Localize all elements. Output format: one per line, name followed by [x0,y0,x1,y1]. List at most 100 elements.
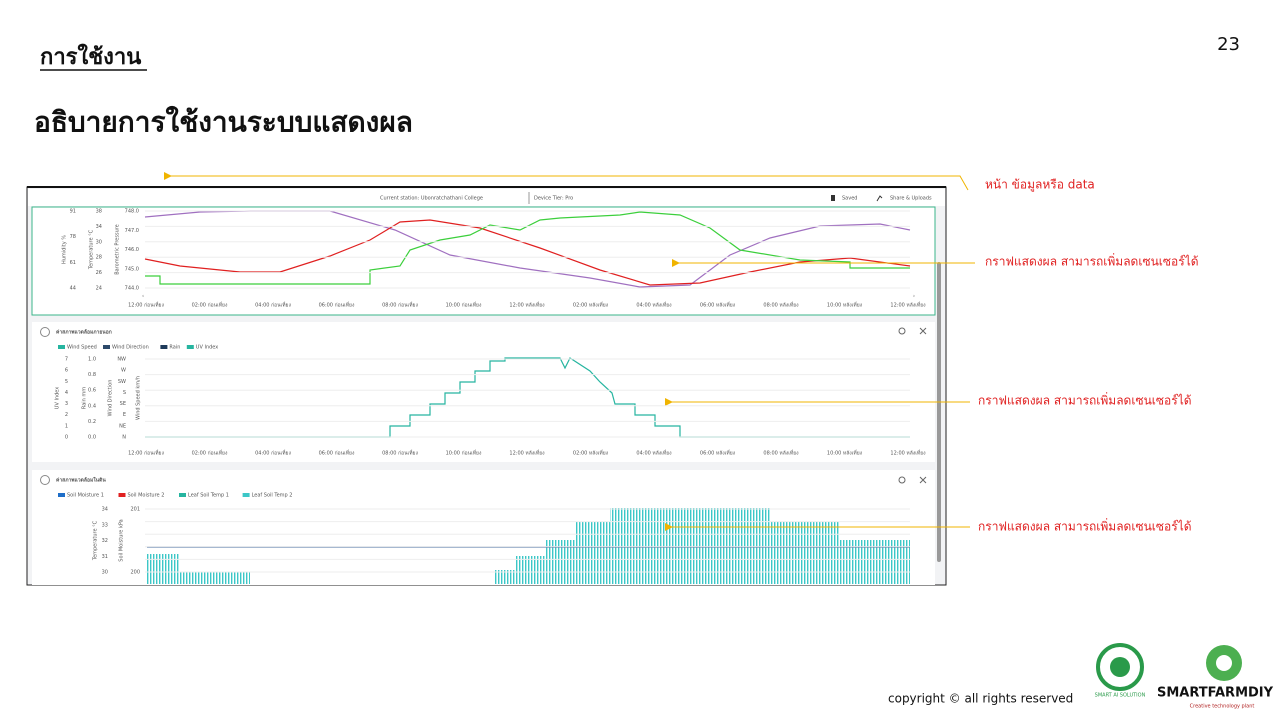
legend-label: Leaf Soil Temp 2 [252,493,293,499]
x-tick-label: 04:00 หลังเที่ยง [636,450,672,457]
y-tick-label: 3 [65,401,68,407]
x-tick-label: 10:00 ก่อนเที่ยง [446,450,482,457]
legend-swatch [179,493,186,497]
axis-title: Temperature °C [93,520,99,561]
y-tick-label: 5 [65,379,68,385]
y-tick-label: N [122,435,126,441]
y-tick-label: 2 [65,412,68,418]
annotation: กราฟแสดงผล สามารถเพิ่มลดเซนเซอร์ได้ [985,253,1199,269]
y-tick-label: W [121,368,126,374]
y-tick-label: 34 [102,507,108,513]
x-tick-label: 10:00 หลังเที่ยง [827,302,863,309]
x-tick-label: 06:00 ก่อนเที่ยง [319,450,355,457]
x-tick-label: 12:00 หลังเที่ยง [509,302,545,309]
x-tick-label: 06:00 หลังเที่ยง [700,450,736,457]
legend-label: Rain [169,345,180,351]
y-tick-label: 4 [65,390,68,396]
y-tick-label: 61 [70,260,76,266]
scroll-left[interactable]: ‹ [142,294,144,300]
axis-title: Temperature °C [89,229,95,270]
y-tick-label: 1.0 [88,357,96,363]
y-tick-label: 745.0 [125,266,139,272]
y-tick-label: 747.0 [125,228,139,234]
legend-swatch [160,345,168,349]
x-tick-label: 12:00 ก่อนเที่ยง [128,450,164,457]
section-title: การใช้งาน [40,43,141,70]
legend-swatch [58,345,65,349]
legend-label: Soil Moisture 1 [67,493,104,499]
legend-label: Wind Direction [112,345,149,351]
y-tick-label: SE [120,401,126,407]
page-number: 23 [1217,34,1240,55]
annotation: กราฟแสดงผล สามารถเพิ่มลดเซนเซอร์ได้ [978,518,1192,534]
y-tick-label: 744.0 [125,286,139,292]
axis-title: Wind Direction [108,380,114,417]
x-tick-label: 08:00 หลังเที่ยง [763,450,799,457]
device-tier: Device Tier: Pro [534,196,573,202]
y-tick-label: E [123,412,126,418]
logo-ai-text: SMART AI SOLUTION [1095,693,1146,699]
axis-title: Rain mm [82,387,88,409]
y-tick-label: 44 [70,286,76,292]
axis-title: Humidity % [62,235,68,264]
axis-title: Soil Moisture kPa [119,519,125,561]
x-tick-label: 08:00 ก่อนเที่ยง [382,302,418,309]
y-tick-label: 6 [65,368,68,374]
y-tick-label: 38 [96,209,102,215]
annotation: หน้า ข้อมูลหรือ data [985,178,1095,193]
x-tick-label: 12:00 หลังเที่ยง [890,302,926,309]
x-tick-label: 06:00 ก่อนเที่ยง [319,302,355,309]
x-tick-label: 04:00 ก่อนเที่ยง [255,450,291,457]
y-tick-label: 33 [102,522,108,528]
copyright: copyright © all rights reserved [888,692,1073,706]
legend-swatch [186,345,194,349]
legend-label: Soil Moisture 2 [128,493,165,499]
axis-title: Wind Speed km/h [136,376,142,420]
y-tick-label: NW [117,357,126,363]
scroll-right[interactable]: › [913,294,915,300]
axis-title: Barometric Pressure [115,224,121,275]
y-tick-label: 1 [65,423,68,429]
y-tick-label: 78 [70,234,76,240]
x-tick-label: 02:00 หลังเที่ยง [573,450,609,457]
legend-label: Wind Speed [67,345,97,351]
share-button[interactable]: Share & Uploads [890,196,932,202]
y-tick-label: 746.0 [125,247,139,253]
y-tick-label: 24 [96,286,102,292]
y-tick-label: 200 [130,570,140,576]
legend-swatch [58,493,65,497]
logo-ai [1096,643,1144,691]
legend-swatch [118,493,126,497]
x-tick-label: 10:00 ก่อนเที่ยง [446,302,482,309]
y-tick-label: 0.6 [88,388,96,394]
saved-button[interactable]: Saved [842,196,857,202]
callouts [164,172,975,531]
x-tick-label: 12:00 หลังเที่ยง [890,450,926,457]
screenshot: Current station: Ubonratchathani College… [26,186,947,586]
annotation: กราฟแสดงผล สามารถเพิ่มลดเซนเซอร์ได้ [978,392,1192,408]
y-tick-label: 0.2 [88,419,96,425]
y-tick-label: 34 [96,224,102,230]
y-tick-label: 28 [96,255,102,261]
y-tick-label: 7 [65,357,68,363]
y-tick-label: 0.8 [88,372,96,378]
panel-title: ค่าสภาพแวดล้อมภายนอก [56,329,112,336]
x-tick-label: 02:00 ก่อนเที่ยง [192,302,228,309]
logo-farm-tagline: Creative technology plant [1190,704,1255,710]
y-tick-label: 26 [96,270,102,276]
x-tick-label: 04:00 ก่อนเที่ยง [255,302,291,309]
x-tick-label: 12:00 ก่อนเที่ยง [128,302,164,309]
x-tick-label: 04:00 หลังเที่ยง [636,302,672,309]
x-tick-label: 10:00 หลังเที่ยง [827,450,863,457]
legend-label: Leaf Soil Temp 1 [188,493,229,499]
legend-swatch [103,345,110,349]
legend-label: UV Index [196,345,218,351]
station: Current station: Ubonratchathani College [380,196,483,202]
logo-farm-text: SMARTFARMDIY [1157,686,1274,701]
axis-title: UV Index [55,387,61,409]
logo-farm [1206,645,1242,681]
y-tick-label: 31 [102,554,108,560]
slide-title: อธิบายการใช้งานระบบแสดงผล [34,106,413,139]
legend-swatch [242,493,250,497]
panel-title: ค่าสภาพแวดล้อมในดิน [56,477,106,484]
